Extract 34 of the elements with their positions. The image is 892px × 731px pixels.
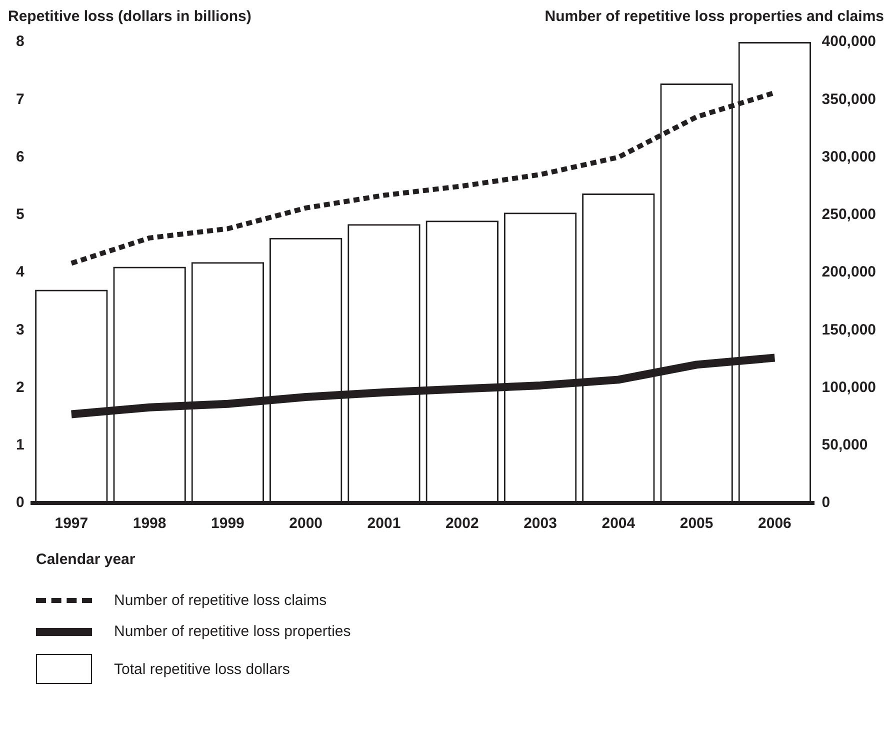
y2-tick-label: 0 <box>822 494 830 512</box>
y-tick-label: 7 <box>16 90 24 108</box>
x-tick-label: 1998 <box>132 515 166 532</box>
y-tick-label: 8 <box>16 33 24 50</box>
x-tick-label: 2003 <box>524 515 557 532</box>
x-axis-title: Calendar year <box>35 551 136 568</box>
y-tick-label: 2 <box>16 378 24 396</box>
y2-tick-label: 250,000 <box>822 206 876 224</box>
legend-label: Total repetitive loss dollars <box>114 660 290 678</box>
y-tick-label: 4 <box>16 264 25 281</box>
y2-tick-label: 300,000 <box>822 148 876 166</box>
x-tick-label: 2001 <box>367 515 401 532</box>
y-axis-title: Repetitive loss (dollars in billions) <box>8 8 252 25</box>
x-tick-label: 2006 <box>758 515 792 532</box>
x-tick-label: 2002 <box>445 515 479 532</box>
y2-tick-label: 400,000 <box>822 33 876 50</box>
y-tick-label: 6 <box>16 148 24 166</box>
y-tick-label: 5 <box>16 206 24 224</box>
legend-label: Number of repetitive loss claims <box>114 592 327 609</box>
y-tick-label: 3 <box>16 321 24 338</box>
y-tick-label: 0 <box>16 494 24 512</box>
x-tick-label: 2000 <box>289 515 323 532</box>
y2-tick-label: 200,000 <box>822 264 876 281</box>
y2-tick-label: 50,000 <box>822 436 868 454</box>
legend-label: Number of repetitive loss properties <box>114 623 351 640</box>
y2-tick-label: 350,000 <box>822 90 876 108</box>
y-tick-label: 1 <box>16 436 24 454</box>
y2-tick-label: 150,000 <box>822 321 876 338</box>
x-tick-label: 2004 <box>602 515 636 532</box>
x-tick-label: 1997 <box>54 515 88 532</box>
x-tick-label: 2005 <box>680 515 714 532</box>
y2-axis-title: Number of repetitive loss properties and claims <box>544 8 884 25</box>
y2-tick-label: 100,000 <box>822 378 876 396</box>
x-tick-label: 1999 <box>211 515 244 532</box>
